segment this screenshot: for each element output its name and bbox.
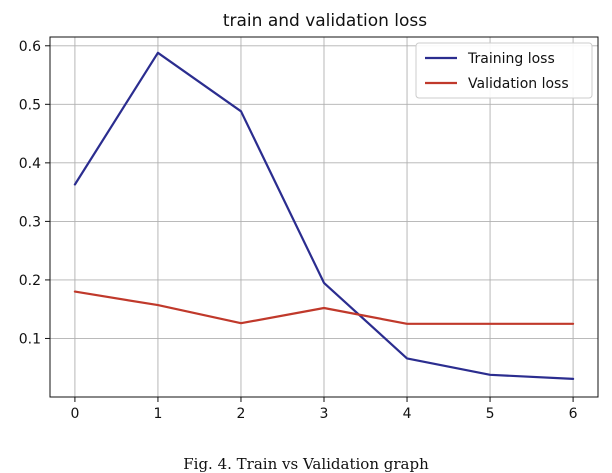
line-chart: train and validation loss 0 1 2 3 4 5 6 0.1 0.2 0… xyxy=(0,0,612,440)
y-tick-label: 0.6 xyxy=(19,39,41,55)
y-tick-label: 0.5 xyxy=(19,97,41,113)
figure-caption: Fig. 4. Train vs Validation graph xyxy=(0,455,612,473)
y-tick-label: 0.2 xyxy=(19,273,41,289)
legend-label: Validation loss xyxy=(468,76,569,92)
x-tick-label: 4 xyxy=(403,406,412,422)
legend: Training loss Validation loss xyxy=(416,43,592,98)
chart-title: train and validation loss xyxy=(223,11,427,31)
y-tick-label: 0.3 xyxy=(19,214,41,230)
x-tick-label: 1 xyxy=(153,406,162,422)
y-tick-label: 0.4 xyxy=(19,156,41,172)
y-tick-label: 0.1 xyxy=(19,331,41,347)
x-tick-label: 0 xyxy=(70,406,79,422)
x-tick-label: 2 xyxy=(237,406,246,422)
legend-label: Training loss xyxy=(467,51,555,67)
x-tick-label: 5 xyxy=(486,406,495,422)
x-tick-label: 3 xyxy=(320,406,329,422)
x-tick-label: 6 xyxy=(569,406,578,422)
